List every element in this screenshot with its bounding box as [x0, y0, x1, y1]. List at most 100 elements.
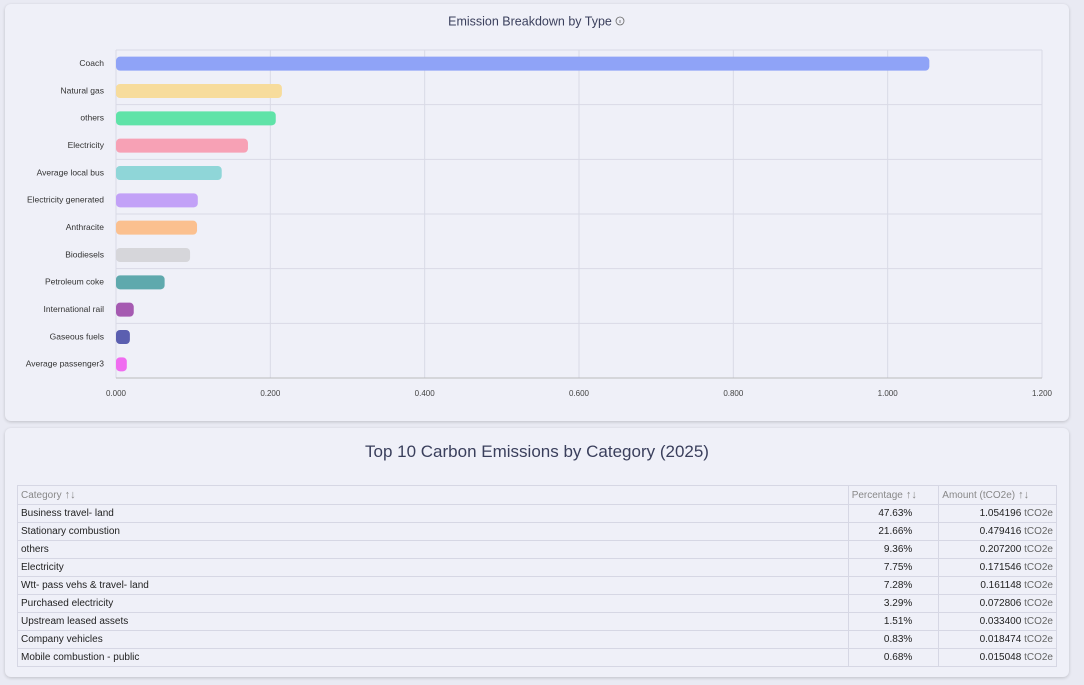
- percentage-cell: 9.36%: [847, 540, 940, 559]
- amount-cell: 1.054196 tCO2e: [938, 504, 1057, 523]
- y-tick-label: Electricity: [68, 140, 105, 150]
- amount-value: 0.207200: [979, 544, 1022, 555]
- amount-unit: tCO2e: [1024, 616, 1053, 627]
- bar: [116, 357, 127, 372]
- category-cell: Company vehicles: [17, 630, 849, 649]
- category-cell: Wtt- pass vehs & travel- land: [17, 576, 849, 595]
- y-tick-label: Gaseous fuels: [50, 331, 104, 341]
- bar: [116, 302, 134, 317]
- amount-unit: tCO2e: [1024, 526, 1053, 537]
- table-row: others 9.36% 0.207200 tCO2e: [17, 540, 1057, 559]
- table-row: Purchased electricity 3.29% 0.072806 tCO2e: [17, 594, 1057, 613]
- chart: Emission Breakdown by Type 0.000 0.200 0.4…: [26, 14, 1053, 398]
- category-cell: Electricity: [17, 558, 849, 577]
- amount-cell: 0.171546 tCO2e: [938, 558, 1057, 577]
- amount-value: 0.015048: [979, 652, 1022, 663]
- sort-icon[interactable]: ↑↓: [64, 489, 76, 501]
- y-tick-label: International rail: [44, 304, 105, 314]
- table-row: Wtt- pass vehs & travel- land 7.28% 0.1611…: [17, 576, 1057, 595]
- bar: [116, 193, 198, 208]
- amount-cell: 0.479416 tCO2e: [938, 522, 1057, 541]
- amount-value: 1.054196: [979, 508, 1022, 519]
- bar: [116, 248, 191, 262]
- amount-unit: tCO2e: [1024, 652, 1053, 663]
- amount-unit: tCO2e: [1024, 562, 1053, 573]
- table-row: Business travel- land 47.63% 1.054196 tCO2…: [17, 504, 1057, 523]
- x-tick-label: 1.200: [1032, 389, 1053, 398]
- table-row: Mobile combustion - public 0.68% 0.015048 …: [17, 648, 1057, 667]
- sort-icon[interactable]: ↑↓: [905, 489, 917, 501]
- y-tick-label: Natural gas: [61, 85, 104, 95]
- bar: [116, 166, 222, 180]
- y-tick-label: Average passenger3: [26, 359, 105, 369]
- column-title: Category: [21, 490, 62, 501]
- amount-value: 0.018474: [979, 634, 1022, 645]
- y-tick-label: Electricity generated: [27, 195, 104, 205]
- amount-value: 0.072806: [979, 598, 1022, 609]
- amount-value: 0.161148: [980, 580, 1022, 591]
- column-header: Percentage ↑↓: [847, 485, 940, 505]
- y-tick-label: Biodiesels: [65, 249, 104, 259]
- amount-cell: 0.015048 tCO2e: [938, 648, 1057, 667]
- y-tick-label: Petroleum coke: [45, 277, 104, 287]
- category-cell: others: [17, 540, 849, 559]
- table-row: Electricity 7.75% 0.171546 tCO2e: [17, 558, 1057, 577]
- bar: [116, 111, 276, 126]
- bar: [116, 56, 930, 71]
- category-cell: Business travel- land: [17, 504, 849, 523]
- y-tick-label: Coach: [79, 58, 104, 68]
- amount-cell: 0.072806 tCO2e: [938, 594, 1057, 613]
- y-tick-label: Anthracite: [66, 222, 105, 232]
- x-tick-label: 0.800: [723, 389, 744, 398]
- amount-value: 0.171546: [979, 562, 1022, 573]
- amount-unit: tCO2e: [1024, 634, 1053, 645]
- bar: [116, 84, 282, 98]
- chart-title: Emission Breakdown by Type: [448, 14, 612, 28]
- table-card: Top 10 Carbon Emissions by Category (202…: [5, 428, 1069, 677]
- table-row: Stationary combustion 21.66% 0.479416 tCO2…: [17, 522, 1057, 541]
- amount-unit: tCO2e: [1024, 580, 1053, 591]
- amount-value: 0.479416: [979, 526, 1022, 537]
- table-header: Category ↑↓ Percentage ↑↓ Amount (tCO2e) ↑↓: [17, 485, 1057, 505]
- category-cell: Upstream leased assets: [17, 612, 849, 631]
- category-cell: Purchased electricity: [17, 594, 849, 613]
- x-tick-label: 0.000: [106, 389, 127, 398]
- column-title: Percentage: [851, 490, 903, 501]
- bar: [116, 330, 130, 344]
- table-body: Business travel- land 47.63% 1.054196 tCO2…: [17, 504, 1057, 667]
- category-cell: Mobile combustion - public: [17, 648, 849, 667]
- percentage-cell: 3.29%: [847, 594, 940, 613]
- bar: [116, 275, 165, 290]
- chart-card: Emission Breakdown by Type 0.000 0.200 0.4…: [5, 4, 1069, 421]
- y-tick-label: others: [80, 113, 104, 123]
- table: Category ↑↓ Percentage ↑↓ Amount (tCO2e) ↑↓ Bu…: [17, 485, 1057, 667]
- percentage-cell: 21.66%: [847, 522, 940, 541]
- bar: [116, 220, 198, 235]
- percentage-cell: 1.51%: [847, 612, 940, 631]
- percentage-cell: 7.28%: [847, 576, 940, 595]
- x-tick-label: 0.400: [415, 389, 436, 398]
- percentage-cell: 0.83%: [847, 630, 940, 649]
- percentage-cell: 7.75%: [847, 558, 940, 577]
- amount-unit: tCO2e: [1024, 598, 1053, 609]
- column-header: Category ↑↓: [17, 485, 849, 505]
- amount-unit: tCO2e: [1024, 508, 1053, 519]
- x-tick-label: 1.000: [878, 389, 899, 398]
- category-cell: Stationary combustion: [17, 522, 849, 541]
- y-tick-label: Average local bus: [37, 167, 104, 177]
- table-row: Company vehicles 0.83% 0.018474 tCO2e: [17, 630, 1057, 649]
- column-title: Amount (tCO2e): [942, 490, 1016, 501]
- x-tick-label: 0.200: [260, 389, 281, 398]
- amount-value: 0.033400: [979, 616, 1022, 627]
- bar: [116, 138, 248, 153]
- sort-icon[interactable]: ↑↓: [1018, 489, 1030, 501]
- column-header: Amount (tCO2e) ↑↓: [938, 485, 1057, 505]
- amount-cell: 0.207200 tCO2e: [938, 540, 1057, 559]
- amount-cell: 0.161148 tCO2e: [938, 576, 1057, 595]
- info-icon[interactable]: [615, 16, 625, 26]
- percentage-cell: 0.68%: [847, 648, 940, 667]
- table-title: Top 10 Carbon Emissions by Category (202…: [365, 442, 709, 461]
- table-row: Upstream leased assets 1.51% 0.033400 tCO2…: [17, 612, 1057, 631]
- amount-cell: 0.018474 tCO2e: [938, 630, 1057, 649]
